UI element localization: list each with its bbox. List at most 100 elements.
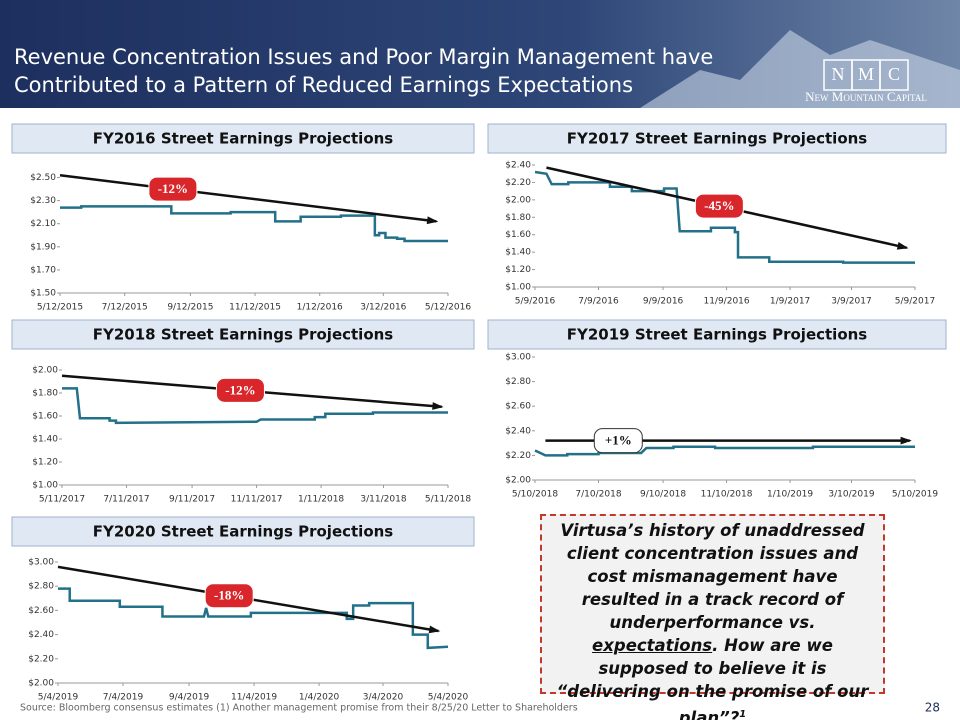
x-tick-label: 1/9/2017 <box>770 297 810 307</box>
x-tick-label: 3/10/2019 <box>828 490 874 500</box>
change-badge <box>204 583 254 609</box>
y-tick-label: $1.40 <box>32 435 58 445</box>
change-badge <box>694 193 744 219</box>
x-tick-label: 7/12/2015 <box>102 303 148 313</box>
change-label: -45% <box>704 198 734 213</box>
x-tick-label: 7/10/2018 <box>575 490 621 500</box>
x-tick-label: 5/11/2017 <box>39 495 85 505</box>
arrow-head <box>432 402 444 410</box>
y-tick-label: $1.50 <box>30 289 56 299</box>
y-tick-label: $2.00 <box>32 366 58 376</box>
x-tick-label: 9/9/2016 <box>643 297 684 307</box>
x-tick-label: 9/10/2018 <box>640 490 686 500</box>
y-tick-label: $2.00 <box>28 679 54 689</box>
change-badge <box>593 428 643 454</box>
series-line <box>58 587 449 650</box>
y-tick-label: $2.10 <box>30 219 56 229</box>
y-tick-label: $3.00 <box>505 353 531 363</box>
series-line <box>62 387 448 425</box>
x-tick-label: 5/10/2019 <box>892 490 938 500</box>
panel-title-bar <box>487 319 947 350</box>
title-line: Contributed to a Pattern of Reduced Earn… <box>14 73 633 97</box>
x-tick-label: 11/10/2018 <box>701 490 753 500</box>
change-label: -12% <box>158 181 188 196</box>
callout-underlined: expectations <box>592 636 713 655</box>
x-tick-label: 1/4/2020 <box>299 693 340 703</box>
y-tick-label: $1.60 <box>32 412 58 422</box>
y-tick-label: $2.20 <box>505 178 531 188</box>
panel-title: FY2018 Street Earnings Projections <box>93 326 394 344</box>
x-tick-label: 9/4/2019 <box>169 693 210 703</box>
series-line <box>534 445 915 457</box>
y-tick-label: $2.60 <box>28 606 54 616</box>
x-tick-label: 7/9/2016 <box>578 297 619 307</box>
panel-title: FY2017 Street Earnings Projections <box>567 130 868 148</box>
x-tick-label: 3/12/2016 <box>360 303 406 313</box>
title-line: Revenue Concentration Issues and Poor Ma… <box>14 45 713 69</box>
change-label: +1% <box>605 433 632 448</box>
x-tick-label: 1/12/2016 <box>297 303 343 313</box>
y-tick-label: $2.20 <box>505 451 531 461</box>
arrow-head <box>900 436 912 445</box>
x-tick-label: 5/9/2017 <box>895 297 935 307</box>
x-tick-label: 5/12/2015 <box>37 303 83 313</box>
x-tick-label: 5/11/2018 <box>425 495 471 505</box>
x-tick-label: 5/4/2020 <box>428 693 469 703</box>
y-tick-label: $2.80 <box>28 582 54 592</box>
y-tick-label: $1.00 <box>505 283 531 293</box>
logo-box <box>879 59 909 91</box>
panel-title-bar <box>487 123 947 154</box>
panel-title-bar <box>11 123 475 154</box>
callout: Virtusa’s history of unaddressed client … <box>540 514 885 720</box>
x-tick-label: 1/11/2018 <box>298 495 344 505</box>
y-tick-label: $2.40 <box>28 630 54 640</box>
x-tick-label: 1/10/2019 <box>767 490 813 500</box>
series-line <box>534 170 915 264</box>
change-label: -18% <box>214 588 244 603</box>
y-tick-label: $2.00 <box>505 476 531 486</box>
callout-text: Virtusa’s history of unaddressed client … <box>560 521 865 632</box>
change-label: -12% <box>225 382 255 397</box>
x-tick-label: 3/9/2017 <box>831 297 871 307</box>
x-tick-label: 11/9/2016 <box>703 297 749 307</box>
series-line <box>60 205 448 243</box>
y-tick-label: $1.60 <box>505 230 531 240</box>
x-tick-label: 11/11/2017 <box>231 495 283 505</box>
page-number: 28 <box>925 701 940 715</box>
x-tick-label: 7/11/2017 <box>103 495 149 505</box>
y-tick-label: $2.30 <box>30 196 56 206</box>
y-tick-label: $1.80 <box>505 213 531 223</box>
panel-title-bar <box>11 516 475 547</box>
x-tick-label: 9/11/2017 <box>169 495 215 505</box>
panel-title: FY2016 Street Earnings Projections <box>93 130 394 148</box>
panel-title-bar <box>11 319 475 350</box>
logo-subtitle: New Mountain Capital <box>805 89 927 104</box>
x-tick-label: 11/12/2015 <box>229 303 281 313</box>
x-tick-label: 11/4/2019 <box>231 693 277 703</box>
arrow-head <box>426 216 439 225</box>
x-tick-label: 9/12/2015 <box>167 303 213 313</box>
logo-letter: N <box>832 64 845 84</box>
y-tick-label: $2.40 <box>505 161 531 171</box>
logo-letter: C <box>888 64 900 84</box>
y-tick-label: $1.40 <box>505 248 531 258</box>
y-tick-label: $2.80 <box>505 377 531 387</box>
change-badge <box>148 176 198 202</box>
x-tick-label: 5/9/2016 <box>515 297 556 307</box>
y-tick-label: $1.20 <box>505 265 531 275</box>
x-tick-label: 3/4/2020 <box>363 693 404 703</box>
footnote-mark: 1 <box>739 709 747 720</box>
arrow-head <box>896 241 909 250</box>
y-tick-label: $1.00 <box>32 481 58 491</box>
arrow-head <box>428 625 441 634</box>
x-tick-label: 7/4/2019 <box>103 693 144 703</box>
x-tick-label: 3/11/2018 <box>360 495 406 505</box>
change-badge <box>215 377 265 403</box>
y-tick-label: $1.70 <box>30 265 56 275</box>
callout-text: . How are we supposed to believe it is “… <box>556 636 869 720</box>
x-tick-label: 5/10/2018 <box>512 490 558 500</box>
footer-source: Source: Bloomberg consensus estimates (1… <box>20 703 578 714</box>
y-tick-label: $2.60 <box>505 402 531 412</box>
y-tick-label: $2.00 <box>505 195 531 205</box>
